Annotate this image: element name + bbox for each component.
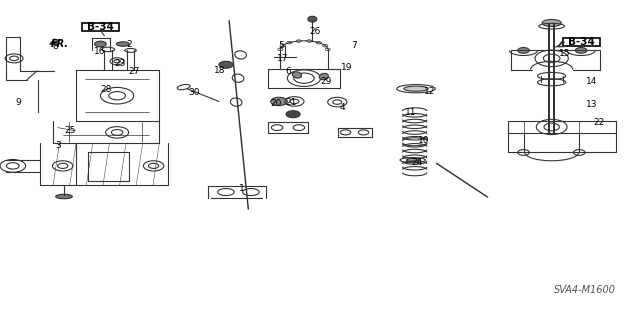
Text: 3: 3 — [56, 141, 61, 150]
Text: 21: 21 — [285, 98, 297, 107]
Circle shape — [95, 41, 106, 47]
Text: SVA4-M1600: SVA4-M1600 — [554, 285, 616, 295]
Ellipse shape — [319, 73, 328, 80]
Circle shape — [518, 48, 529, 53]
Circle shape — [286, 111, 300, 118]
Text: 15: 15 — [559, 49, 570, 58]
Text: B-34: B-34 — [568, 37, 595, 47]
Text: 24: 24 — [412, 158, 423, 167]
Circle shape — [575, 48, 587, 53]
Text: 25: 25 — [65, 126, 76, 135]
Text: 14: 14 — [586, 78, 597, 86]
Text: 4: 4 — [340, 103, 345, 112]
Text: 26: 26 — [309, 27, 321, 36]
Text: B-34: B-34 — [87, 22, 114, 32]
Text: 30: 30 — [188, 88, 200, 97]
Text: 16: 16 — [94, 47, 106, 56]
Ellipse shape — [308, 16, 317, 22]
Text: 12: 12 — [424, 87, 436, 96]
Text: 10: 10 — [418, 137, 429, 145]
Text: 2: 2 — [127, 40, 132, 48]
Text: FR.: FR. — [51, 39, 69, 49]
Text: 11: 11 — [405, 108, 417, 117]
Text: 7: 7 — [352, 41, 357, 50]
Text: 27: 27 — [129, 67, 140, 76]
Text: 6: 6 — [286, 67, 291, 76]
Text: 29: 29 — [321, 77, 332, 85]
Text: 18: 18 — [214, 66, 226, 75]
Ellipse shape — [542, 19, 561, 26]
Ellipse shape — [404, 86, 428, 91]
Text: 1: 1 — [239, 184, 244, 193]
Text: 23: 23 — [115, 59, 126, 68]
Text: 13: 13 — [586, 100, 597, 109]
FancyBboxPatch shape — [82, 23, 119, 31]
Text: 17: 17 — [276, 54, 288, 63]
Text: 20: 20 — [271, 99, 282, 108]
Ellipse shape — [56, 194, 72, 199]
Ellipse shape — [116, 42, 129, 46]
Text: 5: 5 — [279, 41, 284, 50]
Text: 19: 19 — [341, 63, 353, 72]
Text: 8: 8 — [52, 42, 58, 51]
Text: 22: 22 — [593, 118, 605, 127]
Circle shape — [219, 61, 233, 68]
FancyBboxPatch shape — [563, 38, 600, 46]
Circle shape — [271, 97, 287, 106]
Ellipse shape — [292, 72, 301, 78]
Text: 9: 9 — [15, 98, 20, 107]
Text: 28: 28 — [100, 85, 112, 94]
